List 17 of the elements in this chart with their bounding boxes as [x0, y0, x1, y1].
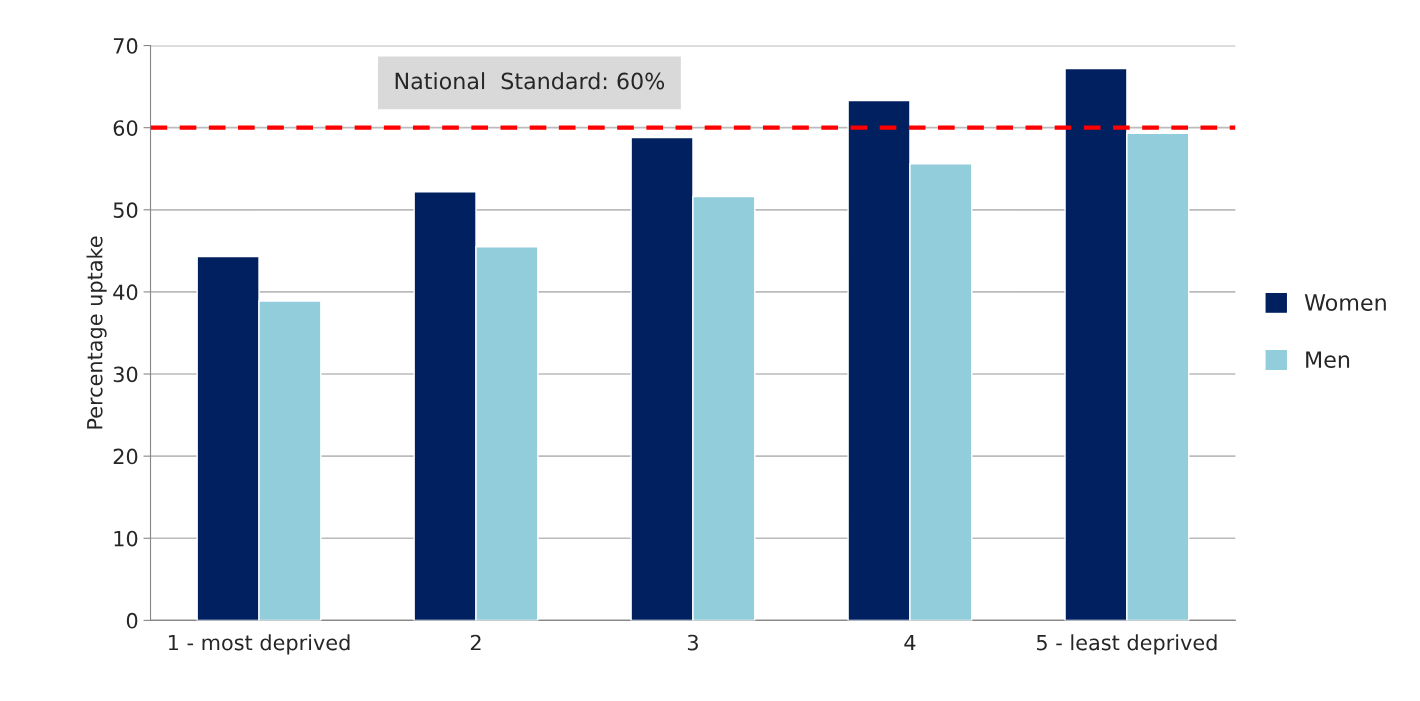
y-tick-label: 0 — [126, 612, 138, 629]
x-tick-label: 2 — [470, 634, 481, 651]
y-tick-label: 10 — [114, 530, 138, 547]
y-tick-label: 40 — [113, 284, 138, 301]
x-tick-label: 1 - most deprived — [168, 634, 350, 655]
y-tick-label: 30 — [113, 366, 138, 383]
x-tick-label: 3 — [687, 634, 698, 651]
y-tick-label: 50 — [113, 202, 138, 219]
ref-line-label: National Standard: 60% — [395, 72, 665, 90]
y-tick-label: 60 — [113, 120, 138, 136]
y-tick-label: 20 — [113, 448, 138, 465]
x-tick-label: 5 - least deprived — [1037, 634, 1217, 655]
legend-label: Women — [1304, 294, 1386, 311]
legend-label: Men — [1306, 351, 1350, 368]
y-axis-title: Percentage uptake — [86, 236, 107, 429]
x-tick-label: 4 — [904, 634, 916, 651]
y-tick-label: 70 — [113, 38, 138, 54]
